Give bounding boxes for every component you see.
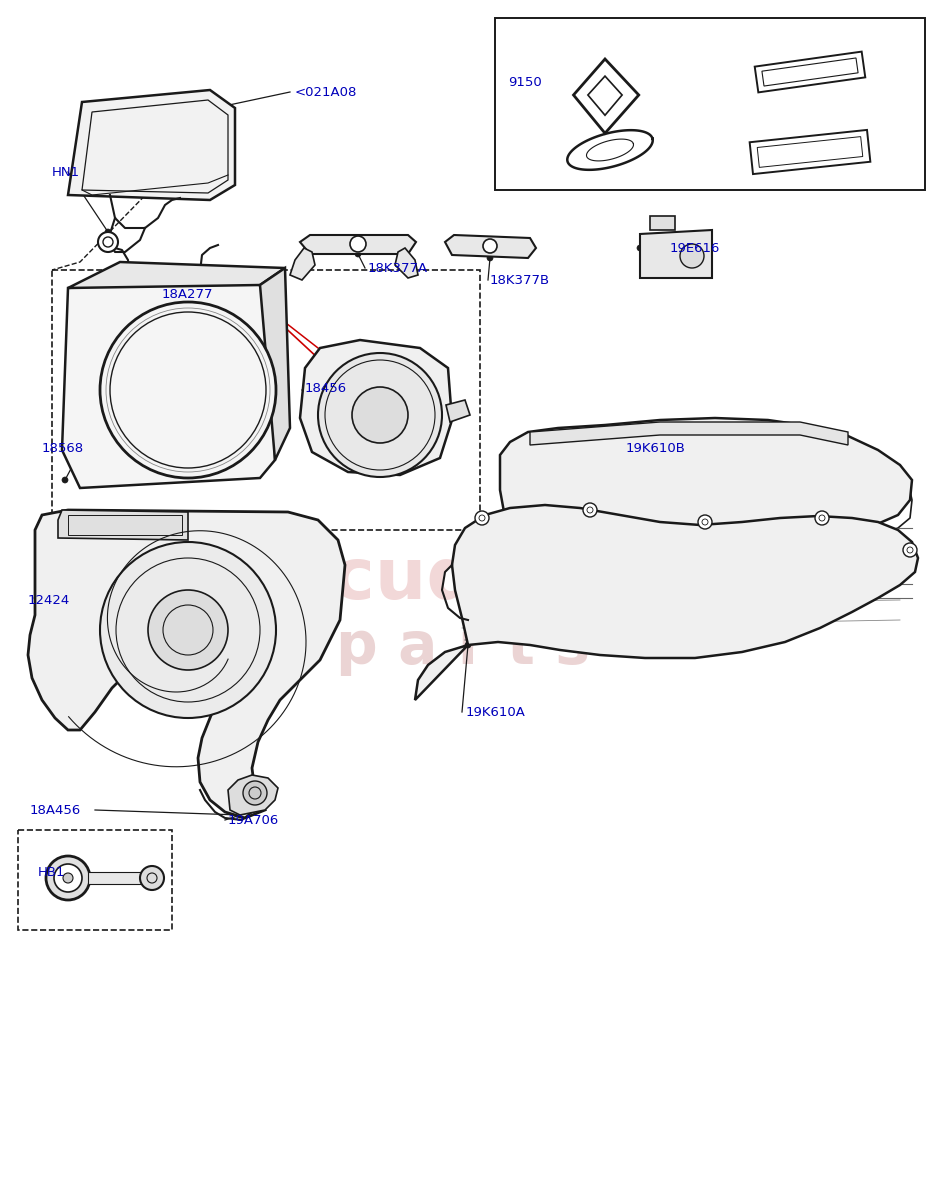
Circle shape bbox=[63, 874, 73, 883]
Polygon shape bbox=[68, 90, 235, 200]
Circle shape bbox=[148, 590, 228, 670]
Text: p a r t s: p a r t s bbox=[336, 619, 590, 677]
Text: 18568: 18568 bbox=[42, 442, 84, 455]
Circle shape bbox=[100, 542, 276, 718]
Text: 19A706: 19A706 bbox=[228, 814, 279, 827]
Circle shape bbox=[46, 856, 90, 900]
Circle shape bbox=[318, 353, 442, 476]
Circle shape bbox=[496, 79, 501, 84]
Circle shape bbox=[605, 428, 611, 434]
Text: 19E616: 19E616 bbox=[670, 241, 720, 254]
Circle shape bbox=[465, 642, 471, 648]
Polygon shape bbox=[62, 278, 275, 488]
Text: 18456: 18456 bbox=[305, 382, 347, 395]
Polygon shape bbox=[260, 268, 290, 460]
Polygon shape bbox=[415, 505, 918, 700]
Text: 9150: 9150 bbox=[508, 76, 541, 89]
Bar bbox=[88, 872, 142, 884]
Text: scuderia: scuderia bbox=[289, 546, 637, 614]
Polygon shape bbox=[530, 422, 848, 445]
Bar bbox=[495, 18, 925, 190]
Circle shape bbox=[637, 245, 643, 251]
Text: 18A277: 18A277 bbox=[162, 288, 213, 301]
Bar bbox=[52, 270, 480, 530]
Text: 19K610A: 19K610A bbox=[466, 706, 526, 719]
Polygon shape bbox=[574, 59, 639, 133]
Bar bbox=[68, 515, 182, 535]
Polygon shape bbox=[28, 510, 345, 818]
Text: 19K610B: 19K610B bbox=[626, 442, 686, 455]
Circle shape bbox=[212, 106, 218, 110]
Circle shape bbox=[337, 397, 343, 403]
Circle shape bbox=[698, 515, 712, 529]
Circle shape bbox=[365, 400, 395, 430]
Circle shape bbox=[237, 812, 243, 818]
Bar bbox=[18, 830, 172, 930]
Circle shape bbox=[247, 809, 253, 815]
Circle shape bbox=[487, 254, 493, 260]
Polygon shape bbox=[490, 418, 912, 618]
Circle shape bbox=[100, 302, 276, 478]
Polygon shape bbox=[58, 510, 188, 540]
Circle shape bbox=[212, 104, 218, 110]
Polygon shape bbox=[755, 52, 865, 92]
Polygon shape bbox=[650, 216, 675, 230]
Circle shape bbox=[475, 511, 489, 526]
Circle shape bbox=[98, 232, 118, 252]
Polygon shape bbox=[300, 235, 416, 254]
Polygon shape bbox=[640, 230, 712, 278]
Polygon shape bbox=[750, 130, 870, 174]
Text: 18A456: 18A456 bbox=[30, 804, 82, 816]
Polygon shape bbox=[446, 400, 470, 422]
Circle shape bbox=[352, 386, 408, 443]
Circle shape bbox=[106, 240, 110, 245]
Circle shape bbox=[350, 236, 366, 252]
Circle shape bbox=[680, 244, 704, 268]
Text: 18K377A: 18K377A bbox=[368, 262, 428, 275]
Circle shape bbox=[34, 594, 42, 602]
Text: 18K377B: 18K377B bbox=[490, 274, 550, 287]
Circle shape bbox=[62, 476, 68, 482]
Circle shape bbox=[140, 866, 164, 890]
Polygon shape bbox=[395, 248, 418, 278]
Circle shape bbox=[355, 251, 361, 257]
Polygon shape bbox=[300, 340, 452, 475]
Text: <021A08: <021A08 bbox=[295, 85, 358, 98]
Text: HB1: HB1 bbox=[38, 865, 66, 878]
Text: 12424: 12424 bbox=[28, 594, 70, 606]
Circle shape bbox=[815, 511, 829, 526]
Circle shape bbox=[243, 781, 267, 805]
Circle shape bbox=[903, 542, 917, 557]
Polygon shape bbox=[290, 248, 315, 280]
Polygon shape bbox=[445, 235, 536, 258]
Circle shape bbox=[54, 864, 82, 892]
Polygon shape bbox=[228, 775, 278, 815]
Circle shape bbox=[483, 239, 497, 253]
Circle shape bbox=[105, 229, 111, 235]
Text: HN1: HN1 bbox=[52, 166, 80, 179]
Polygon shape bbox=[68, 262, 285, 288]
Circle shape bbox=[583, 503, 597, 517]
